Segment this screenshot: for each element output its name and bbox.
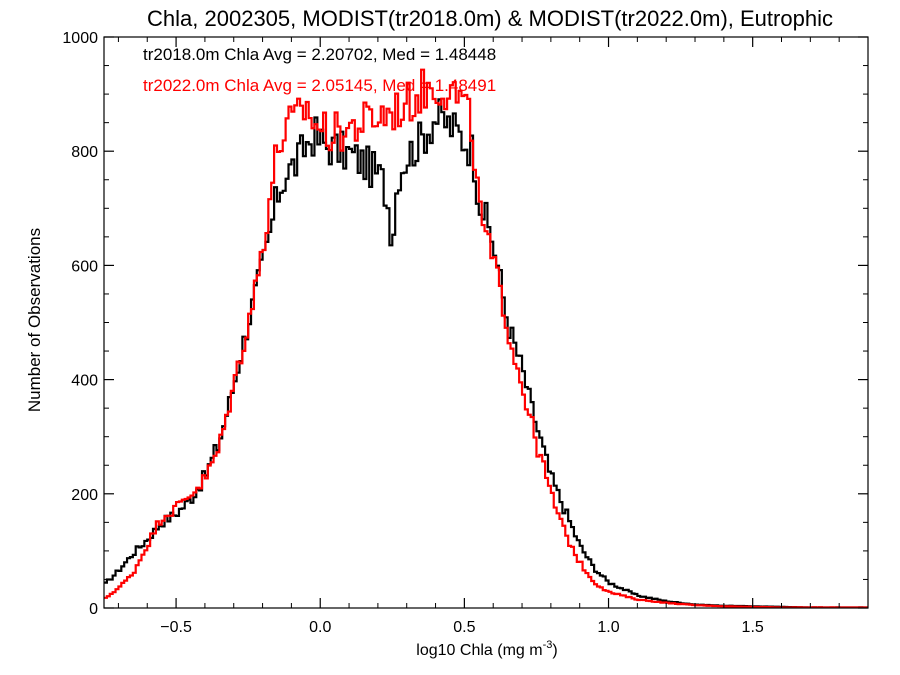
- y-tick-label: 600: [71, 258, 98, 275]
- x-axis-label-main: log10 Chla (mg m: [416, 642, 542, 659]
- plot-frame: [103, 36, 869, 609]
- x-axis-label-close: ): [552, 642, 557, 659]
- y-tick-label: 400: [71, 373, 98, 390]
- x-axis-label: log10 Chla (mg m-3): [416, 639, 557, 659]
- y-tick-label: 0: [89, 601, 98, 618]
- series-line-1: [104, 98, 868, 609]
- x-tick-label: −0.5: [160, 619, 192, 636]
- x-tick-label: 1.0: [597, 619, 619, 636]
- plot-area: −0.5 0.0 0.5 1.0 1.5 0 200 400 600 800 1000: [62, 30, 869, 636]
- y-tick-label: 1000: [62, 30, 98, 47]
- y-tick-label: 800: [71, 144, 98, 161]
- x-tick-label: 0.5: [453, 619, 475, 636]
- y-axis-label: Number of Observations: [25, 228, 44, 412]
- legend-entry-series-2: tr2022.0m Chla Avg = 2.05145, Med = 1.48…: [143, 76, 496, 95]
- chart-title: Chla, 2002305, MODIST(tr2018.0m) & MODIS…: [147, 6, 833, 31]
- x-tick-label: 1.5: [742, 619, 764, 636]
- legend-entry-series-1: tr2018.0m Chla Avg = 2.20702, Med = 1.48…: [143, 45, 496, 64]
- x-axis-label-exponent: -3: [543, 639, 553, 651]
- y-tick-label: 200: [71, 487, 98, 504]
- x-tick-label: 0.0: [309, 619, 331, 636]
- series-line-2: [104, 68, 868, 609]
